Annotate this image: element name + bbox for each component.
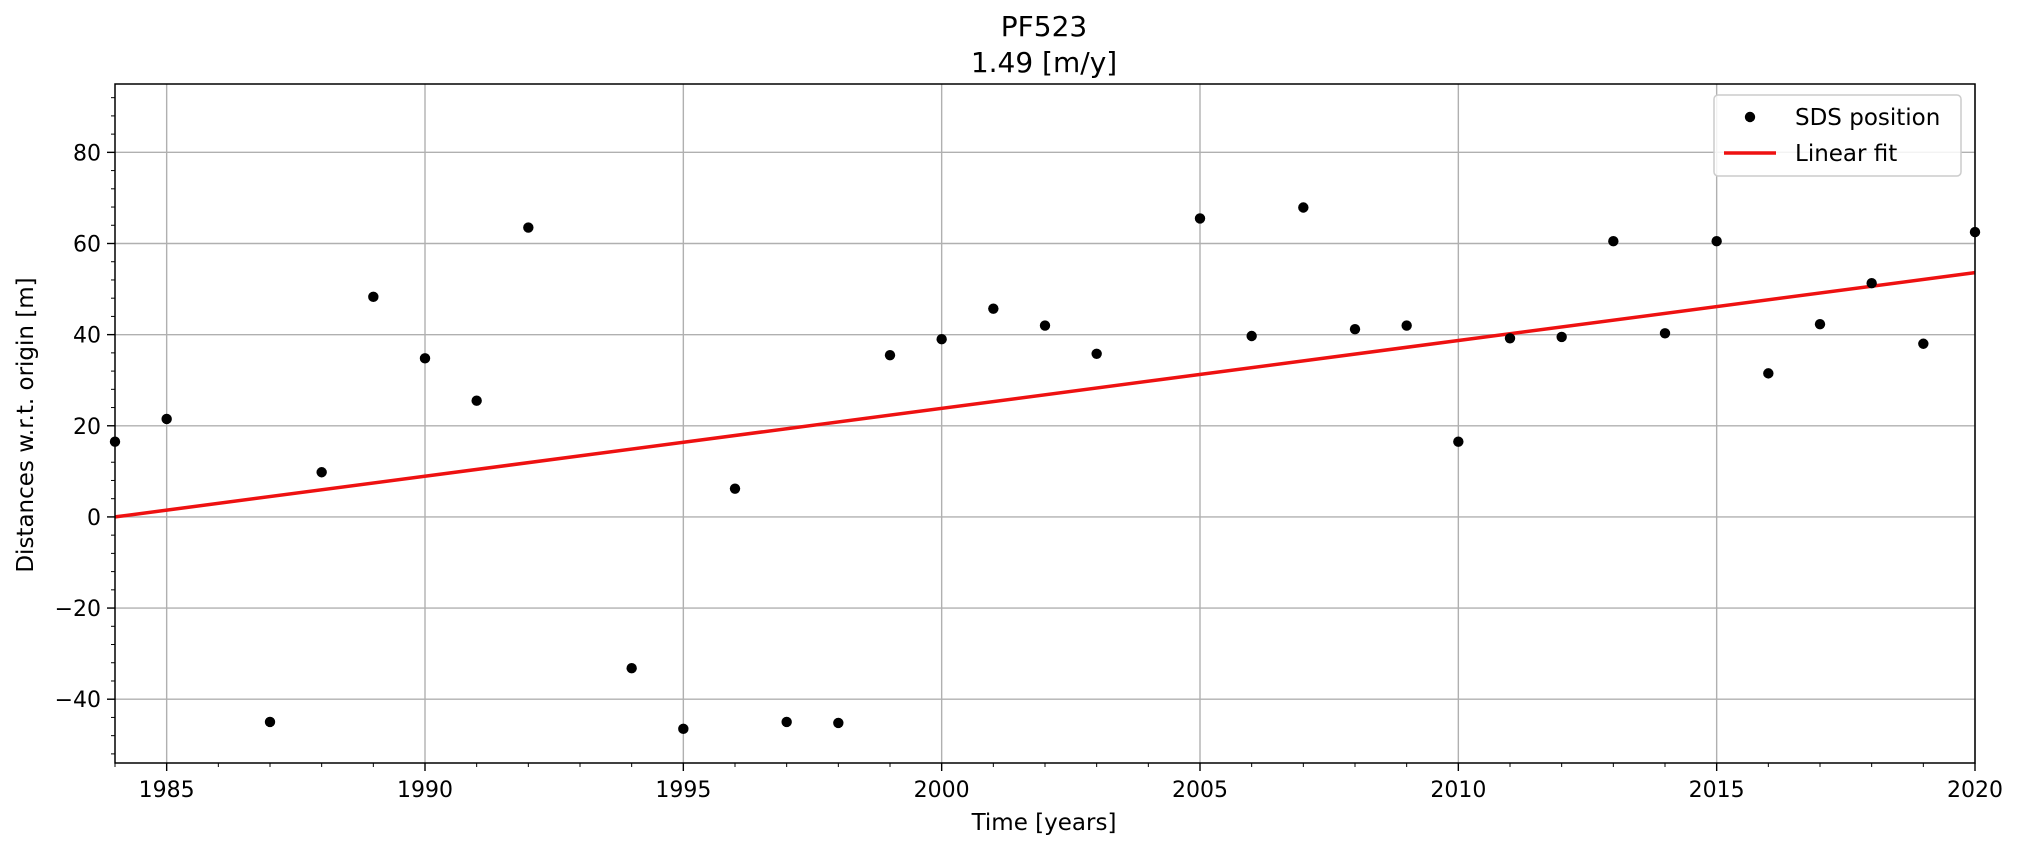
sds-position-point bbox=[1039, 320, 1051, 331]
sds-position-point bbox=[1194, 213, 1206, 224]
sds-position-point bbox=[523, 222, 534, 233]
sds-position-point bbox=[1556, 331, 1567, 343]
linear-fit-line bbox=[114, 270, 1976, 519]
legend-label-linear-fit: Linear fit bbox=[1795, 141, 1897, 167]
sds-position-point bbox=[1298, 202, 1309, 213]
sds-position-point bbox=[1453, 436, 1464, 447]
sds-position-point bbox=[1659, 328, 1671, 339]
sds-position-point bbox=[316, 467, 327, 478]
sds-position-point bbox=[626, 663, 637, 674]
x-tick-label: 2000 bbox=[914, 778, 970, 803]
legend-label-sds-position: SDS position bbox=[1795, 105, 1940, 131]
sds-position-point bbox=[161, 413, 172, 425]
sds-position-point bbox=[833, 717, 844, 729]
sds-position-point bbox=[1349, 323, 1361, 335]
sds-position-point bbox=[1866, 277, 1877, 289]
chart-subtitle: 1.49 [m/y] bbox=[971, 46, 1117, 79]
sds-position-point bbox=[1711, 236, 1722, 247]
sds-position-point bbox=[1608, 236, 1619, 247]
x-tick-label: 2005 bbox=[1172, 778, 1228, 803]
sds-position-point bbox=[936, 333, 947, 345]
sds-position-point bbox=[1763, 368, 1774, 379]
sds-position-point bbox=[1401, 320, 1412, 331]
major-ticks bbox=[107, 151, 1976, 771]
x-tick-label: 1995 bbox=[655, 778, 711, 803]
legend-marker-sds-position bbox=[1744, 111, 1756, 123]
minor-ticks bbox=[111, 97, 1924, 767]
x-tick-label: 1985 bbox=[139, 778, 195, 803]
y-tick-label: 80 bbox=[73, 141, 101, 166]
sds-position-point bbox=[368, 291, 379, 303]
sds-position-point bbox=[419, 353, 431, 364]
sds-position-point bbox=[1504, 333, 1516, 344]
x-tick-label: 2015 bbox=[1689, 778, 1745, 803]
plot-frame bbox=[114, 83, 1976, 764]
y-tick-labels: −40 −20 0 20 40 60 80 bbox=[55, 141, 101, 713]
y-tick-label: 40 bbox=[73, 324, 101, 349]
y-tick-label: 60 bbox=[73, 232, 101, 257]
y-axis-title: Distances w.r.t. origin [m] bbox=[13, 277, 39, 572]
x-tick-label: 2010 bbox=[1430, 778, 1486, 803]
y-tick-label: −20 bbox=[55, 597, 101, 622]
sds-position-point bbox=[1814, 318, 1826, 330]
legend-box bbox=[1713, 94, 1962, 177]
sds-position-point bbox=[1918, 338, 1929, 349]
sds-position-point bbox=[781, 716, 792, 728]
sds-position-point bbox=[471, 395, 482, 406]
sds-position-point bbox=[1091, 348, 1102, 359]
sds-position-point bbox=[1246, 330, 1257, 342]
y-tick-label: 0 bbox=[87, 506, 101, 531]
sds-position-point bbox=[988, 303, 999, 314]
x-axis-title: Time [years] bbox=[971, 810, 1117, 836]
y-tick-label: 20 bbox=[73, 415, 101, 440]
series bbox=[109, 202, 1981, 735]
x-tick-label: 2020 bbox=[1947, 778, 2003, 803]
x-tick-labels: 1985 1990 1995 2000 2005 2010 2015 2020 bbox=[139, 778, 2003, 803]
chart-title: PF523 bbox=[1001, 10, 1087, 43]
y-tick-label: −40 bbox=[55, 688, 101, 713]
sds-position-point bbox=[264, 716, 276, 728]
x-tick-label: 1990 bbox=[397, 778, 453, 803]
sds-position-point bbox=[678, 723, 689, 735]
legend: SDS position Linear fit bbox=[1713, 94, 1962, 177]
sds-position-point bbox=[884, 349, 896, 361]
sds-position-point bbox=[729, 483, 741, 494]
